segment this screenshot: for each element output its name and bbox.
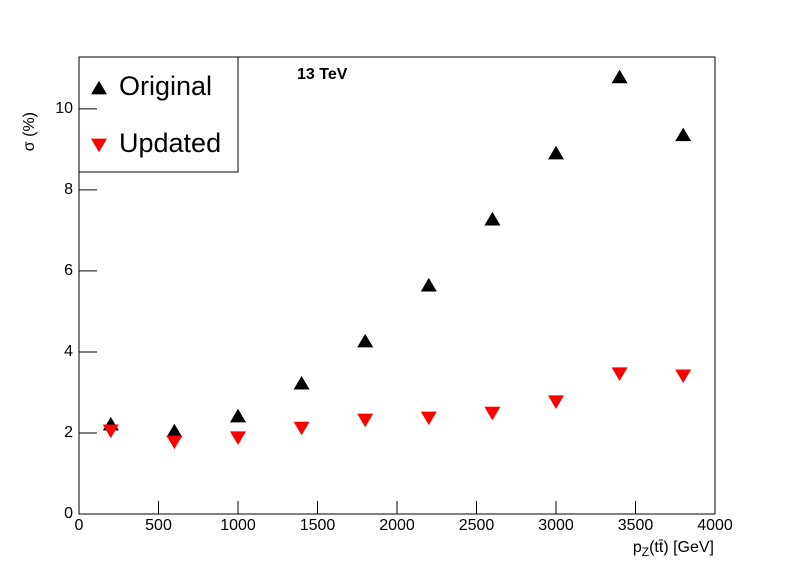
point [611, 69, 628, 84]
point [611, 367, 628, 382]
point [420, 277, 437, 292]
point [484, 406, 501, 421]
annotation: 13 TeV [297, 66, 348, 83]
point [166, 435, 183, 450]
point [548, 395, 564, 409]
point [293, 421, 310, 436]
point [675, 127, 692, 142]
point [548, 145, 564, 160]
y-axis-title: σ (%) [21, 112, 38, 151]
x-tick-label: 1500 [300, 517, 336, 534]
x-tick-label: 2500 [459, 517, 495, 534]
x-tick-label: 0 [75, 517, 84, 534]
point [230, 431, 246, 446]
y-tick-label: 2 [64, 424, 73, 441]
y-tick-label: 10 [55, 100, 73, 117]
point [420, 411, 437, 426]
x-title-main: p [633, 539, 642, 556]
x-axis-title: pZ(tt̄) [GeV] [633, 539, 714, 559]
legend-box [78, 56, 239, 173]
y-tick-label: 0 [64, 505, 73, 522]
point [357, 413, 374, 428]
y-tick-label: 8 [64, 181, 73, 198]
point [102, 424, 119, 439]
point [230, 408, 246, 423]
y-tick-label: 6 [64, 262, 73, 279]
x-tick-label: 3500 [618, 517, 654, 534]
x-tick-label: 1000 [220, 517, 256, 534]
x-tick-label: 500 [145, 517, 172, 534]
point [166, 423, 183, 438]
x-tick-label: 4000 [697, 517, 733, 534]
legend-marker [91, 138, 107, 153]
y-tick-label: 4 [64, 343, 73, 360]
point [357, 333, 374, 348]
x-title-rest: (tt̄) [GeV] [649, 539, 714, 556]
point [484, 211, 501, 226]
point [293, 375, 310, 390]
legend-label: Original [119, 71, 212, 101]
x-title-sub: Z [642, 545, 649, 559]
legend-marker [91, 80, 107, 95]
x-tick-label: 2000 [379, 517, 415, 534]
x-tick-label: 3000 [538, 517, 574, 534]
legend-label: Updated [119, 128, 221, 158]
point [675, 369, 692, 384]
